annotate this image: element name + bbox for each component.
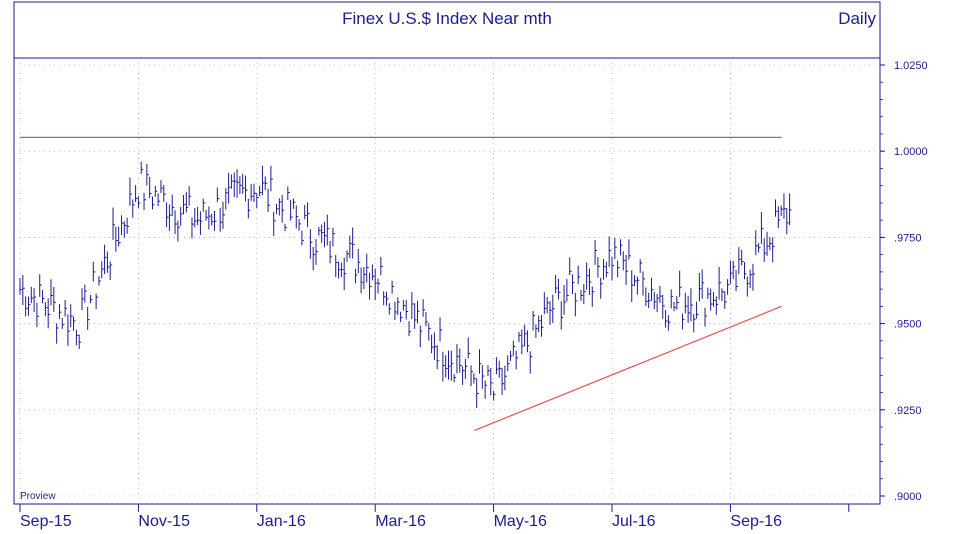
x-axis-ticks: Sep-15 Nov-15 Jan-16 Mar-16 May-16 Jul-16 Sep-…: [19, 504, 850, 530]
y-axis-ticks: 1.0250 1.0000 .9750 .9500 .9250 .9000: [880, 60, 928, 503]
chart-frame: [13, 1, 881, 505]
x-tick-label: Sep-15: [20, 513, 72, 530]
y-tick-label: .9250: [894, 405, 922, 417]
x-tick-label: May-16: [494, 513, 547, 530]
y-tick-label: .9000: [894, 491, 922, 503]
y-tick-label: 1.0250: [894, 60, 928, 72]
x-tick-label: Sep-16: [730, 513, 782, 530]
support-trendline: [474, 305, 782, 432]
frequency-label: Daily: [838, 9, 876, 28]
watermark-label: Proview: [20, 491, 56, 502]
y-tick-label: 1.0000: [894, 146, 928, 158]
y-tick-label: .9500: [894, 319, 922, 331]
x-tick-label: Nov-15: [138, 513, 190, 530]
x-tick-label: Jul-16: [612, 513, 656, 530]
price-bars: [19, 161, 792, 409]
x-tick-label: Jan-16: [257, 513, 306, 530]
x-tick-label: Mar-16: [375, 513, 426, 530]
chart-title: Finex U.S.$ Index Near mth: [342, 9, 552, 28]
annotations: [20, 136, 782, 432]
y-tick-label: .9750: [894, 232, 922, 244]
